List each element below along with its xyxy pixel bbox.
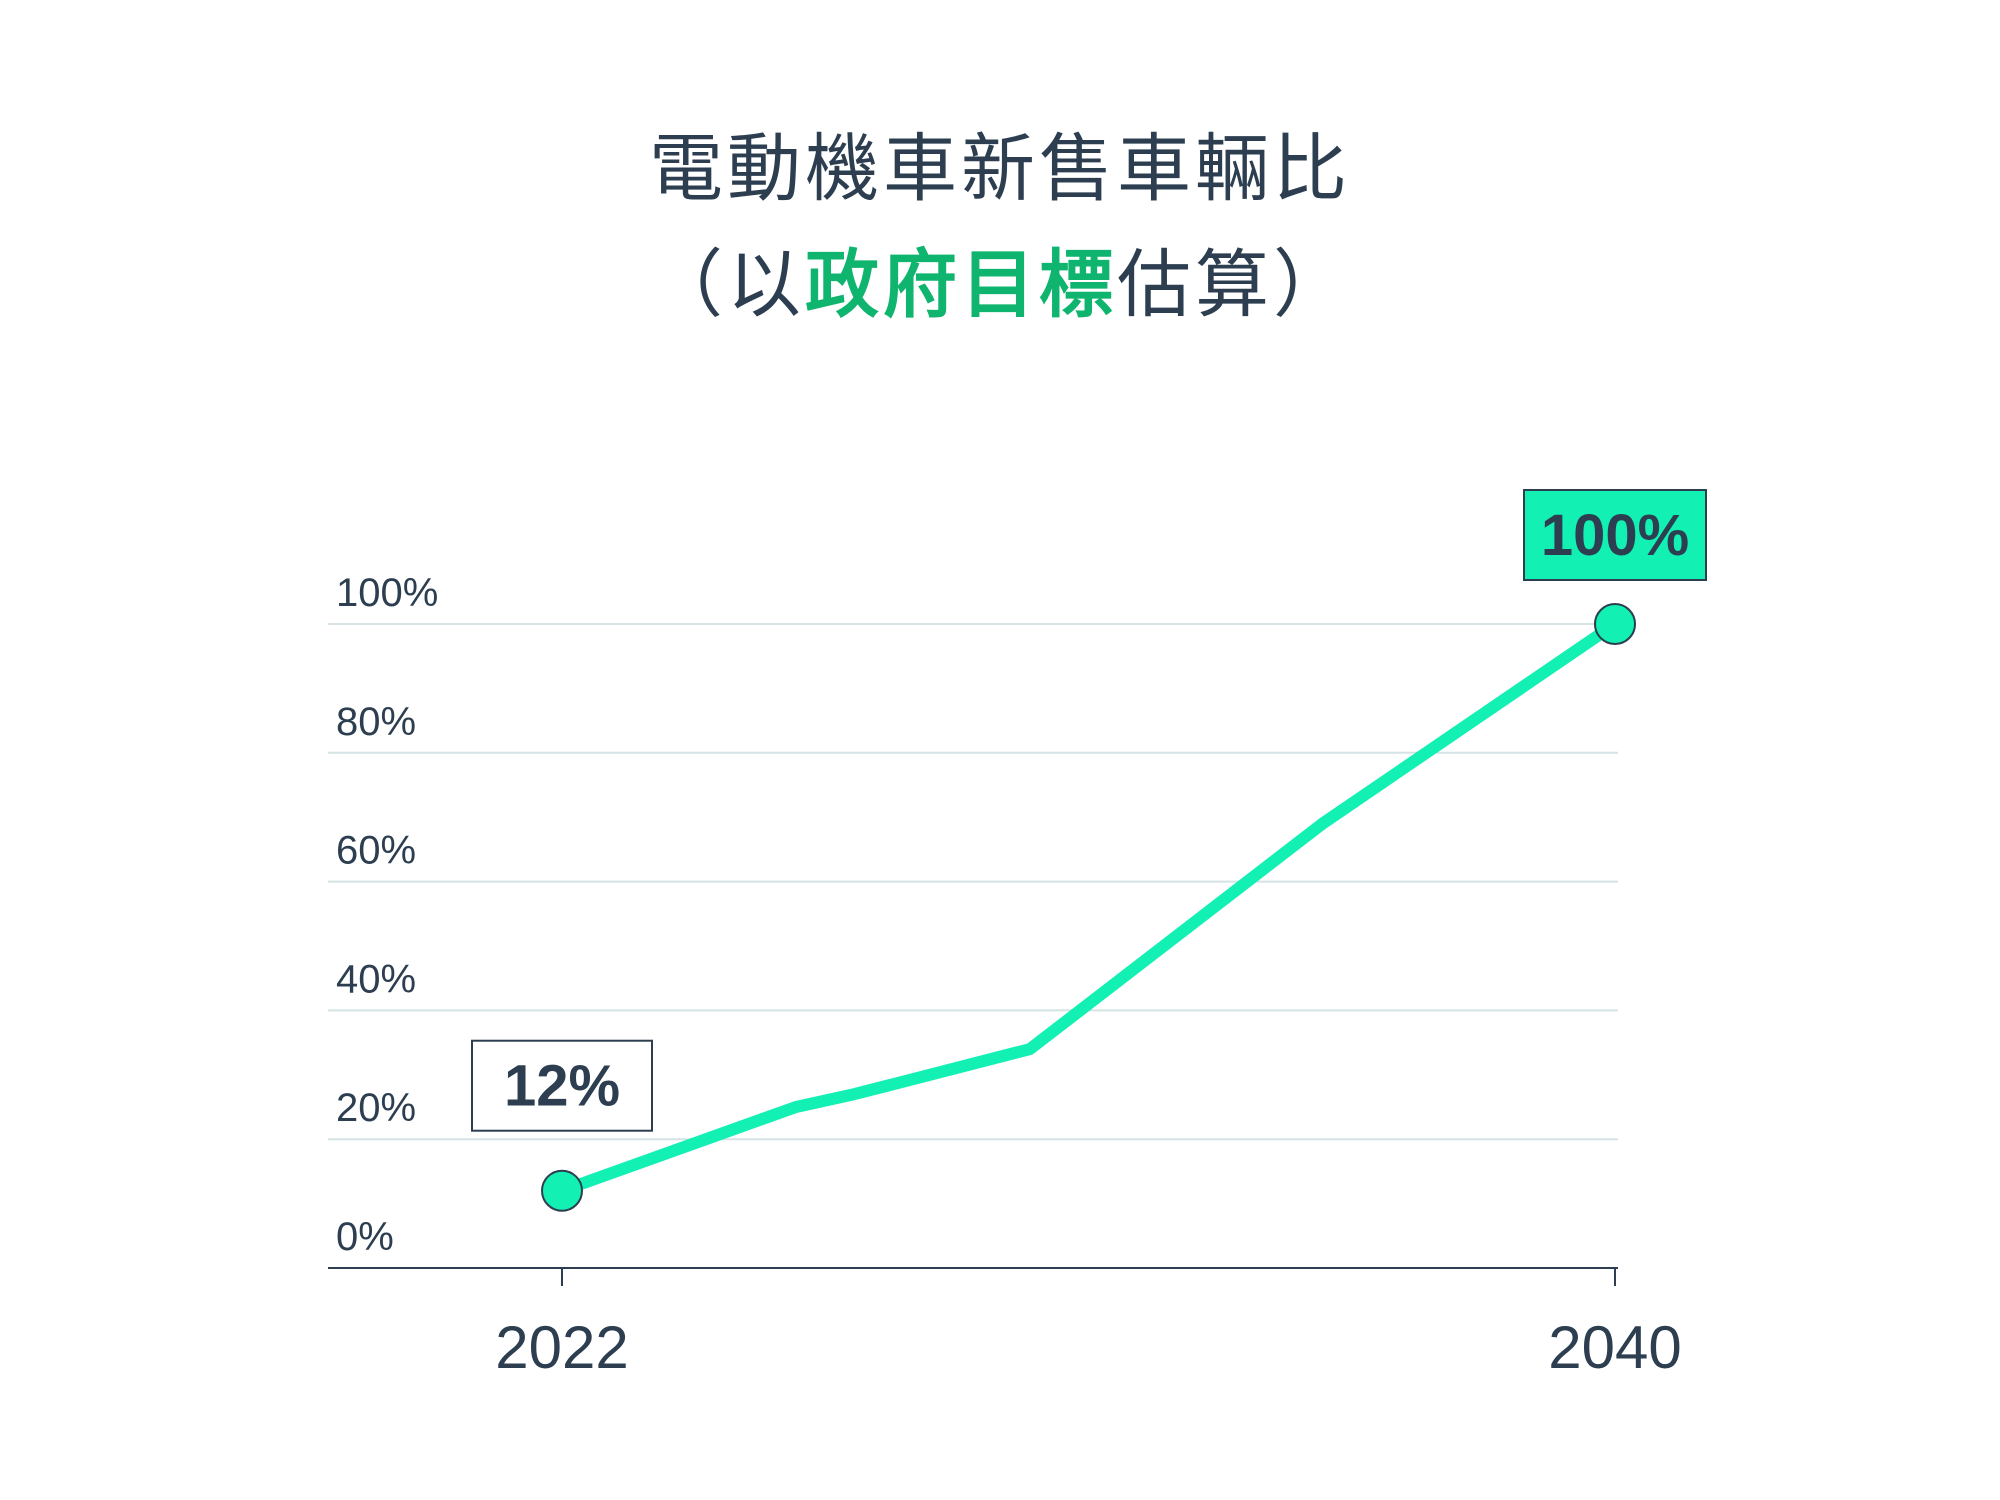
x-tick-label: 2022 [495, 1314, 628, 1381]
data-point-marker [1594, 603, 1636, 645]
y-tick-label: 40% [336, 957, 416, 1001]
series-group [556, 618, 1621, 1197]
y-tick-label: 100% [336, 571, 438, 615]
x-tick-label: 2040 [1548, 1314, 1681, 1381]
subtitle-suffix: 估算） [1117, 242, 1351, 328]
y-axis-ticks: 0% 20% 40% 60% 80% 100% [336, 571, 438, 1259]
grid-lines [328, 623, 1618, 1141]
annotation-label: 12% [504, 1054, 620, 1119]
y-tick-label: 80% [336, 700, 416, 744]
annotation-label: 100% [1541, 503, 1689, 568]
y-tick-label: 60% [336, 829, 416, 873]
y-tick-label: 0% [336, 1215, 394, 1259]
subtitle-highlight: 政府目標 [805, 242, 1117, 328]
annotation-box [1523, 489, 1707, 581]
annotation-box [471, 1039, 653, 1132]
data-point-marker [541, 1169, 583, 1212]
chart-subtitle: （以政府目標估算） [0, 248, 2000, 322]
chart-title-text: 電動機車新售車輛比 [649, 126, 1351, 212]
annotations-group: 12% 100% [471, 489, 1707, 1212]
series-line [556, 618, 1621, 1197]
chart-title: 電動機車新售車輛比 [0, 132, 2000, 206]
subtitle-prefix: （以 [649, 242, 805, 328]
x-axis-ticks: 2022 2040 [495, 1268, 1682, 1381]
y-tick-label: 20% [336, 1086, 416, 1130]
